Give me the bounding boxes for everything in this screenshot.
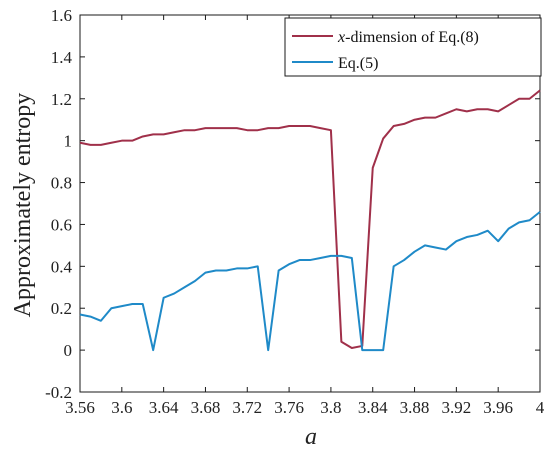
x-tick-label: 3.64 [149, 398, 179, 417]
legend-box [284, 17, 542, 77]
x-tick-label: 3.68 [191, 398, 221, 417]
y-tick-label: 0 [64, 341, 73, 360]
tick-labels: 3.56 3.6 3.64 3.68 3.72 3.76 3.8 3.84 3.88 3.92 3.… [45, 6, 545, 417]
x-tick-label: 3.92 [441, 398, 471, 417]
x-tick-label: 3.76 [274, 398, 304, 417]
legend-label-series-1-italic: x [337, 29, 345, 46]
y-axis-label: Approximately entropy [10, 93, 36, 318]
y-tick-label: 1.6 [51, 6, 72, 25]
y-tick-label: 0.2 [51, 299, 72, 318]
x-tick-label: 4 [536, 398, 545, 417]
x-tick-label: 3.56 [65, 398, 95, 417]
y-tick-label: 1 [64, 132, 73, 151]
x-tick-label: 3.6 [111, 398, 132, 417]
plot-frame [79, 14, 541, 393]
plot-area [79, 14, 541, 393]
y-tick-label: 0.6 [51, 215, 72, 234]
legend-label-series-1-rest: -dimension of Eq.(8) [345, 29, 479, 46]
y-tick-label: 1.4 [51, 48, 73, 67]
x-tick-label: 3.84 [358, 398, 388, 417]
y-tick-label: 0.4 [51, 257, 73, 276]
legend-label-series-1: x-dimension of Eq.(8) [337, 29, 479, 46]
y-tick-label: 1.2 [51, 90, 72, 109]
x-axis-label: a [305, 424, 317, 450]
series-line-2 [79, 211, 541, 352]
x-tick-label: 3.8 [320, 398, 341, 417]
x-tick-label: 3.88 [400, 398, 430, 417]
y-tick-label: 0.8 [51, 174, 72, 193]
legend-label-series-2: Eq.(5) [338, 55, 378, 72]
x-tick-label: 3.96 [483, 398, 513, 417]
y-tick-label: -0.2 [45, 383, 72, 402]
x-tick-label: 3.72 [232, 398, 262, 417]
legend: x-dimension of Eq.(8) Eq.(5) [284, 17, 542, 77]
series-line-1 [79, 89, 541, 350]
